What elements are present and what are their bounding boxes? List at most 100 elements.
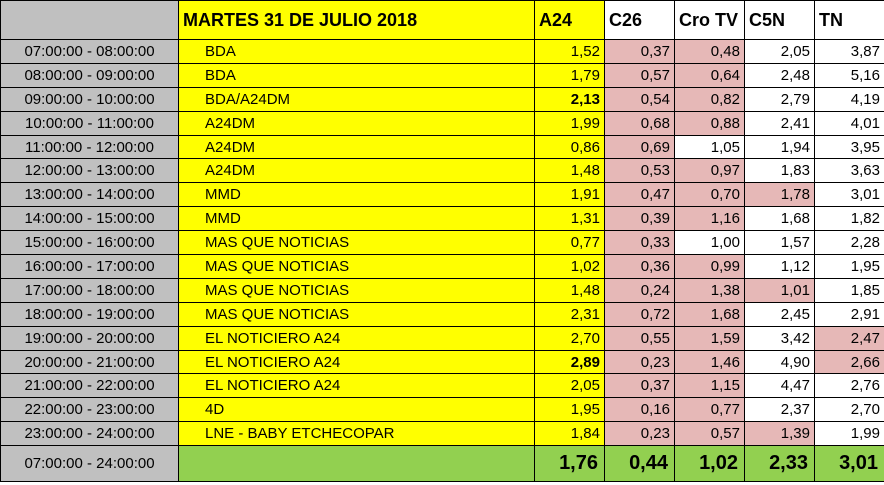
rating-cell-c5n: 1,68 bbox=[744, 206, 815, 232]
rating-cell-c5n: 2,41 bbox=[744, 110, 815, 136]
rating-cell-c26: 0,53 bbox=[604, 158, 675, 184]
rating-cell-crotv: 0,77 bbox=[674, 397, 745, 423]
rating-cell-tn: 3,95 bbox=[814, 134, 884, 160]
program-cell: MMD bbox=[178, 182, 535, 208]
rating-cell-c5n: 1,12 bbox=[744, 254, 815, 279]
rating-cell-crotv: 0,70 bbox=[674, 182, 745, 208]
rating-cell-c5n: 1,39 bbox=[744, 421, 815, 447]
rating-cell-c26: 0,23 bbox=[604, 421, 675, 447]
rating-cell-c26: 0,57 bbox=[604, 62, 675, 88]
rating-cell-c26: 0,39 bbox=[604, 206, 675, 232]
rating-cell-crotv: 0,64 bbox=[674, 62, 745, 88]
time-slot-cell: 13:00:00 - 14:00:00 bbox=[0, 182, 179, 208]
rating-cell-c26: 0,55 bbox=[604, 325, 675, 351]
rating-cell-tn: 2,66 bbox=[814, 349, 884, 375]
rating-cell-crotv: 1,59 bbox=[674, 325, 745, 351]
rating-cell-crotv: 1,15 bbox=[674, 373, 745, 399]
rating-cell-crotv: 1,16 bbox=[674, 206, 745, 232]
rating-cell-tn: 1,85 bbox=[814, 277, 884, 303]
rating-cell-crotv: 0,82 bbox=[674, 86, 745, 112]
rating-cell-tn: 2,91 bbox=[814, 301, 884, 327]
rating-cell-crotv: 0,88 bbox=[674, 110, 745, 136]
date-title: MARTES 31 DE JULIO 2018 bbox=[178, 0, 535, 40]
total-cell-c26: 0,44 bbox=[604, 445, 675, 483]
rating-cell-crotv: 1,00 bbox=[674, 230, 745, 256]
rating-cell-tn: 1,95 bbox=[814, 254, 884, 279]
program-cell: A24DM bbox=[178, 110, 535, 136]
program-cell: MAS QUE NOTICIAS bbox=[178, 301, 535, 327]
program-cell: A24DM bbox=[178, 158, 535, 184]
rating-cell-a24: 1,48 bbox=[534, 277, 605, 303]
channel-header-crotv: Cro TV bbox=[674, 0, 745, 40]
channel-header-a24: A24 bbox=[534, 0, 605, 40]
program-cell: A24DM bbox=[178, 134, 535, 160]
rating-cell-a24: 0,86 bbox=[534, 134, 605, 160]
channel-header-tn: TN bbox=[814, 0, 884, 40]
rating-cell-crotv: 1,05 bbox=[674, 134, 745, 160]
rating-cell-crotv: 0,97 bbox=[674, 158, 745, 184]
total-cell-crotv: 1,02 bbox=[674, 445, 745, 483]
table-row: 23:00:00 - 24:00:00 LNE - BABY ETCHECOPAR… bbox=[0, 421, 884, 447]
rating-cell-tn: 5,16 bbox=[814, 62, 884, 88]
rating-cell-c5n: 2,45 bbox=[744, 301, 815, 327]
rating-cell-c26: 0,23 bbox=[604, 349, 675, 375]
rating-cell-c26: 0,16 bbox=[604, 397, 675, 423]
rating-cell-c26: 0,37 bbox=[604, 39, 675, 64]
rating-cell-a24: 2,13 bbox=[534, 86, 605, 112]
rating-cell-c26: 0,24 bbox=[604, 277, 675, 303]
rating-cell-c5n: 4,90 bbox=[744, 349, 815, 375]
rating-cell-tn: 3,87 bbox=[814, 39, 884, 64]
table-row: 19:00:00 - 20:00:00 EL NOTICIERO A24 2,70 0… bbox=[0, 325, 884, 351]
time-slot-cell: 09:00:00 - 10:00:00 bbox=[0, 86, 179, 112]
rating-cell-tn: 3,63 bbox=[814, 158, 884, 184]
program-cell: LNE - BABY ETCHECOPAR bbox=[178, 421, 535, 447]
rating-cell-c26: 0,36 bbox=[604, 254, 675, 279]
rating-cell-crotv: 1,38 bbox=[674, 277, 745, 303]
rating-cell-tn: 4,01 bbox=[814, 110, 884, 136]
channel-header-c5n: C5N bbox=[744, 0, 815, 40]
rating-cell-c5n: 2,37 bbox=[744, 397, 815, 423]
program-cell: MAS QUE NOTICIAS bbox=[178, 277, 535, 303]
rating-cell-c5n: 1,57 bbox=[744, 230, 815, 256]
table-row: 14:00:00 - 15:00:00 MMD 1,31 0,39 1,16 1,68 1,… bbox=[0, 206, 884, 232]
rating-cell-a24: 0,77 bbox=[534, 230, 605, 256]
rating-cell-a24: 2,31 bbox=[534, 301, 605, 327]
rating-cell-a24: 1,84 bbox=[534, 421, 605, 447]
table-row: 15:00:00 - 16:00:00 MAS QUE NOTICIAS 0,77 0… bbox=[0, 230, 884, 256]
time-slot-cell: 23:00:00 - 24:00:00 bbox=[0, 421, 179, 447]
program-cell: EL NOTICIERO A24 bbox=[178, 325, 535, 351]
table-row: 10:00:00 - 11:00:00 A24DM 1,99 0,68 0,88 2,41… bbox=[0, 110, 884, 136]
rating-cell-c5n: 4,47 bbox=[744, 373, 815, 399]
table-row: 22:00:00 - 23:00:00 4D 1,95 0,16 0,77 2,37 2,7… bbox=[0, 397, 884, 423]
total-label-cell bbox=[178, 445, 535, 483]
program-cell: BDA/A24DM bbox=[178, 86, 535, 112]
rating-cell-a24: 1,48 bbox=[534, 158, 605, 184]
time-slot-cell: 08:00:00 - 09:00:00 bbox=[0, 62, 179, 88]
rating-cell-c5n: 3,42 bbox=[744, 325, 815, 351]
program-cell: MAS QUE NOTICIAS bbox=[178, 254, 535, 279]
table-row: 21:00:00 - 22:00:00 EL NOTICIERO A24 2,05 0… bbox=[0, 373, 884, 399]
program-cell: MMD bbox=[178, 206, 535, 232]
channel-header-c26: C26 bbox=[604, 0, 675, 40]
table-row: 16:00:00 - 17:00:00 MAS QUE NOTICIAS 1,02 0… bbox=[0, 254, 884, 279]
table-row: 08:00:00 - 09:00:00 BDA 1,79 0,57 0,64 2,48 5,… bbox=[0, 62, 884, 88]
rating-cell-tn: 1,99 bbox=[814, 421, 884, 447]
table-row: 09:00:00 - 10:00:00 BDA/A24DM 2,13 0,54 0,82… bbox=[0, 86, 884, 112]
time-slot-cell: 18:00:00 - 19:00:00 bbox=[0, 301, 179, 327]
rating-cell-crotv: 1,68 bbox=[674, 301, 745, 327]
table-row: 11:00:00 - 12:00:00 A24DM 0,86 0,69 1,05 1,94… bbox=[0, 134, 884, 160]
rating-cell-c26: 0,69 bbox=[604, 134, 675, 160]
rating-cell-a24: 1,02 bbox=[534, 254, 605, 279]
rating-cell-a24: 1,91 bbox=[534, 182, 605, 208]
program-cell: MAS QUE NOTICIAS bbox=[178, 230, 535, 256]
rating-cell-c26: 0,54 bbox=[604, 86, 675, 112]
rating-cell-tn: 1,82 bbox=[814, 206, 884, 232]
rating-cell-tn: 2,47 bbox=[814, 325, 884, 351]
total-cell-tn: 3,01 bbox=[814, 445, 884, 483]
time-slot-cell: 12:00:00 - 13:00:00 bbox=[0, 158, 179, 184]
rating-cell-tn: 3,01 bbox=[814, 182, 884, 208]
program-cell: 4D bbox=[178, 397, 535, 423]
header-blank-cell bbox=[0, 0, 179, 40]
table-row: 18:00:00 - 19:00:00 MAS QUE NOTICIAS 2,31 0… bbox=[0, 301, 884, 327]
time-slot-cell: 07:00:00 - 08:00:00 bbox=[0, 39, 179, 64]
